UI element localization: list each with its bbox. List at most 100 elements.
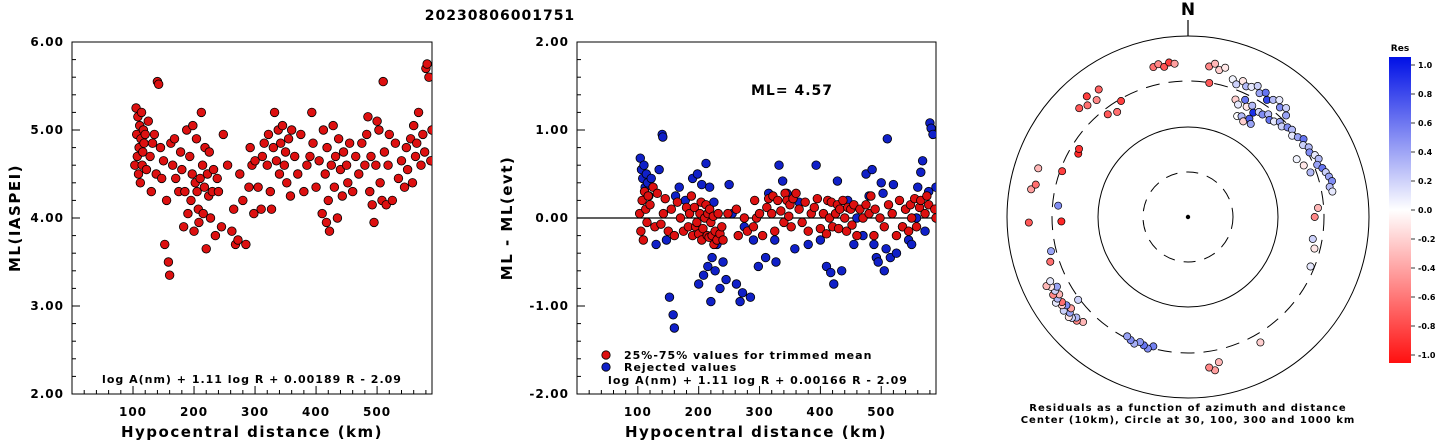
chart1-ytick-label: 4.00	[30, 211, 64, 225]
chart2-xtick-label: 200	[685, 405, 713, 419]
polar-data-point	[1170, 59, 1179, 68]
chart2-data-point	[840, 213, 850, 223]
chart1-data-point	[396, 156, 407, 166]
chart2-data-point	[703, 261, 713, 272]
chart1-data-point	[249, 208, 259, 219]
chart1-data-point	[296, 129, 306, 140]
chart1-data-point	[369, 217, 379, 228]
chart2-data-point	[737, 288, 748, 298]
legend-label-rejected: Rejected values	[624, 361, 737, 374]
chart2-data-point	[931, 182, 936, 192]
chart2-data-point	[879, 222, 889, 232]
chart1-data-point	[135, 178, 146, 188]
chart1-data-point	[167, 160, 178, 170]
chart2-data-point	[826, 267, 836, 278]
chart2-ytick-label: -2.00	[529, 387, 569, 401]
chart2-data-point	[847, 220, 857, 230]
chart1-data-point	[362, 129, 372, 140]
chart2-data-point	[866, 191, 876, 201]
chart2-data-point	[669, 230, 680, 241]
chart1-data-point	[180, 186, 190, 197]
chart1-data-point	[337, 191, 348, 201]
chart1-data-point	[387, 195, 398, 206]
polar-data-point	[1117, 97, 1125, 105]
chart1-data-point	[139, 138, 149, 148]
chart2-data-point	[713, 208, 723, 219]
colorbar-tick-label: 1.0	[1418, 61, 1433, 70]
chart2-data-point	[777, 176, 788, 186]
chart1-data-point	[408, 120, 419, 131]
chart2-data-point	[835, 204, 845, 214]
chart2-data-point	[739, 213, 750, 223]
chart1-data-point	[372, 116, 382, 126]
polar-data-point	[1241, 95, 1250, 104]
chart2-data-point	[811, 160, 821, 170]
chart2-ytick-label: -1.00	[529, 299, 569, 313]
chart1-data-point	[416, 160, 426, 170]
polar-data-point	[1232, 80, 1241, 89]
colorbar-tick-label: -0.6	[1418, 293, 1436, 302]
chart2-data-point	[906, 239, 917, 250]
chart2-data-point	[911, 222, 922, 232]
chart1-data-point	[285, 191, 296, 201]
chart1-x-axis-label: Hypocentral distance (km)	[121, 423, 383, 441]
chart2-data-point	[669, 323, 680, 333]
chart1-frame	[71, 41, 433, 395]
chart1-ytick-label: 5.00	[30, 123, 64, 137]
colorbar-tick-label: 0.8	[1418, 90, 1433, 99]
polar-data-point	[1282, 104, 1291, 112]
chart2-data-point	[876, 178, 886, 188]
chart1-data-point	[265, 186, 276, 197]
chart1-data-point	[338, 147, 349, 157]
chart2-data-point	[672, 197, 683, 207]
polar-data-point	[1248, 101, 1257, 110]
chart2-data-point	[779, 217, 789, 228]
chart1-data-point	[274, 169, 285, 179]
chart1-data-point	[188, 120, 198, 131]
chart2-data-point	[894, 195, 905, 206]
chart1-data-point	[227, 226, 237, 236]
polar-data-point	[1083, 101, 1092, 110]
chart2-data-point	[849, 239, 859, 250]
chart2-data-point	[748, 222, 759, 232]
chart2-data-point	[791, 188, 801, 199]
chart2-data-point	[651, 239, 661, 250]
chart1-data-point	[366, 151, 376, 162]
chart2-ytick-label: 1.00	[535, 123, 569, 137]
polar-data-point	[1075, 144, 1083, 153]
chart2-data-point	[878, 188, 888, 199]
chart1-data-point	[145, 151, 155, 162]
chart1-data-point	[424, 72, 432, 82]
chart2-data-point	[881, 244, 891, 254]
chart1-data-point	[208, 164, 219, 175]
chart2-data-point	[762, 202, 772, 213]
chart2-data-point	[790, 244, 800, 254]
chart1-data-point	[347, 186, 358, 197]
chart2-data-point	[724, 179, 734, 190]
colorbar-tick-label: 0.2	[1418, 177, 1432, 186]
polar-data-point	[1092, 96, 1101, 104]
polar-caption-line2: Center (10km), Circle at 30, 100, 300 an…	[1021, 415, 1356, 426]
polar-data-point	[1308, 235, 1317, 243]
chart2-data-point	[707, 252, 717, 263]
chart1-data-point	[383, 160, 393, 170]
chart1-data-point	[147, 138, 158, 148]
polar-data-point	[1306, 168, 1315, 177]
colorbar-tick-label: -0.4	[1418, 264, 1436, 273]
ring-30km	[1142, 171, 1234, 263]
chart1-data-point	[330, 151, 341, 162]
chart1-xtick-label: 100	[119, 405, 147, 419]
chart1-data-point	[183, 208, 193, 219]
chart1-data-point	[195, 173, 205, 184]
chart1-data-point	[329, 182, 340, 192]
chart1-data-point	[201, 244, 211, 254]
polar-data-point	[1034, 164, 1043, 173]
chart2-data-point	[698, 270, 709, 280]
chart1-data-point	[268, 142, 279, 153]
chart2-data-point	[715, 283, 725, 294]
chart1-data-point	[140, 129, 150, 140]
chart1-data-point	[413, 107, 424, 118]
chart2-data-point	[906, 213, 917, 223]
chart2-data-point	[833, 223, 844, 234]
